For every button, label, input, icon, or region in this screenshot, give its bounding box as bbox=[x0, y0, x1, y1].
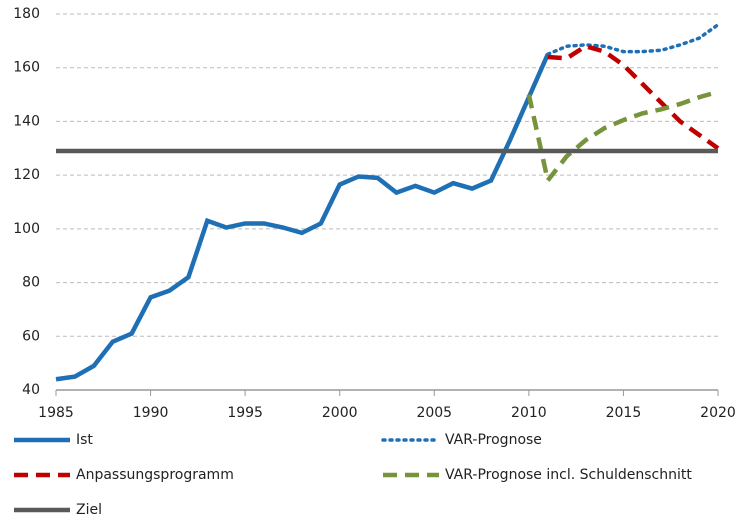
y-tick-label: 180 bbox=[13, 6, 40, 22]
series-line bbox=[547, 43, 720, 151]
y-tick-label: 120 bbox=[13, 167, 40, 183]
x-tick-label: 2010 bbox=[511, 405, 547, 421]
x-tick-label: 1985 bbox=[38, 405, 74, 421]
y-tick-label: 160 bbox=[13, 60, 40, 76]
series-line bbox=[526, 89, 719, 186]
x-tick-label: 2000 bbox=[322, 405, 358, 421]
legend-label: Anpassungsprogramm bbox=[76, 467, 234, 483]
x-tick-label: 2020 bbox=[700, 405, 736, 421]
y-tick-label: 140 bbox=[13, 113, 40, 129]
x-tick-label: 1990 bbox=[133, 405, 169, 421]
y-tick-label: 40 bbox=[22, 382, 40, 398]
x-tick-label: 1995 bbox=[227, 405, 263, 421]
x-tick-label: 2005 bbox=[416, 405, 452, 421]
series-line bbox=[546, 22, 720, 57]
y-tick-label: 80 bbox=[22, 275, 40, 291]
x-tick-label: 2015 bbox=[606, 405, 642, 421]
legend-label: Ist bbox=[76, 432, 93, 448]
legend-label: VAR-Prognose bbox=[445, 432, 542, 448]
y-tick-label: 100 bbox=[13, 221, 40, 237]
series-line bbox=[55, 53, 550, 382]
legend-label: Ziel bbox=[76, 502, 102, 518]
legend-label: VAR-Prognose incl. Schuldenschnitt bbox=[445, 467, 692, 483]
y-tick-label: 60 bbox=[22, 328, 40, 344]
